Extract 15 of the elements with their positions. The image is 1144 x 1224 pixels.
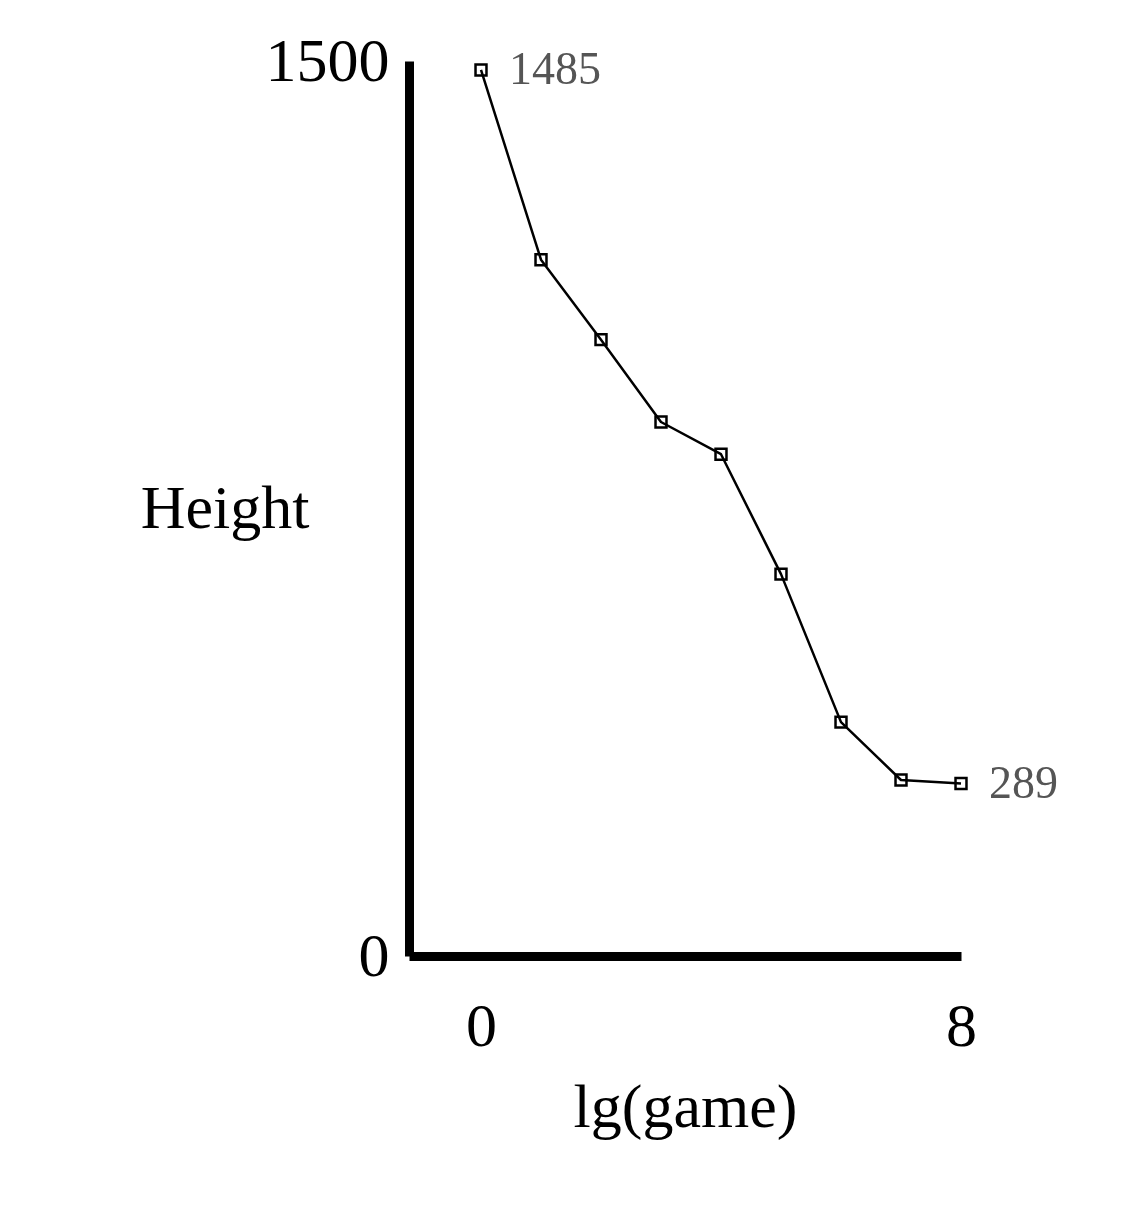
point [774, 567, 788, 581]
point [834, 715, 848, 729]
point [654, 415, 668, 429]
point [474, 63, 488, 77]
point [594, 332, 608, 347]
point [894, 773, 908, 787]
y-axis-title: Height [140, 473, 310, 541]
y-tick-label: 1500 [265, 25, 390, 94]
data-label: 1485 [509, 42, 601, 94]
x-tick-label: 8 [946, 990, 977, 1059]
point [954, 776, 968, 791]
point [534, 252, 548, 267]
data-label: 289 [989, 756, 1058, 808]
point [714, 447, 728, 461]
x-axis-title: lg(game) [573, 1071, 798, 1141]
